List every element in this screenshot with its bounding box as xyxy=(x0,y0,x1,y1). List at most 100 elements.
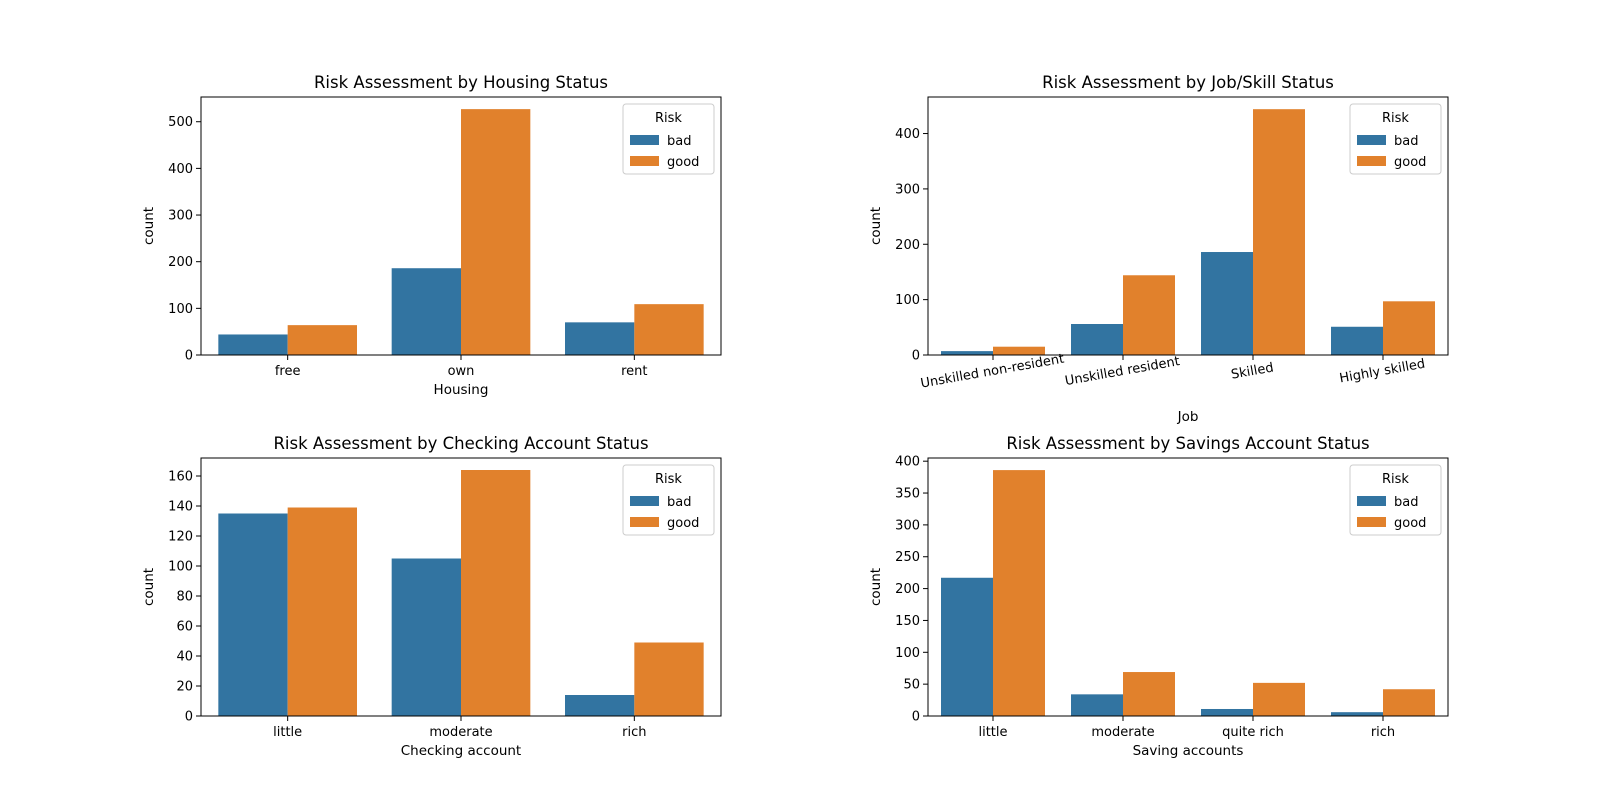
bar-bad-highly-skilled xyxy=(1331,326,1383,355)
legend: Risk bad good xyxy=(622,103,715,175)
x-tick-label: quite rich xyxy=(1222,725,1284,740)
legend-swatch-good xyxy=(630,517,659,527)
legend-title: Risk xyxy=(1382,472,1409,487)
y-tick-label: 100 xyxy=(168,302,193,317)
bar-good-unskilled-resident xyxy=(1123,275,1175,355)
bar-good-moderate xyxy=(461,470,531,716)
bar-bad-rich xyxy=(565,695,635,716)
legend-swatch-bad xyxy=(630,135,659,145)
bar-good-highly-skilled xyxy=(1383,301,1435,355)
axes-frame xyxy=(927,96,1449,356)
bar-bad-moderate xyxy=(1071,694,1123,716)
y-tick-label: 0 xyxy=(912,710,920,725)
bar-bad-own xyxy=(391,268,461,355)
legend: Risk bad good xyxy=(622,464,715,536)
bar-bad-unskilled-resident xyxy=(1071,324,1123,355)
x-tick-label: little xyxy=(273,725,302,740)
chart-panel-1: 0 100 200 300 400 500 free own rent Risk Assessme… xyxy=(141,73,722,398)
legend-label-bad: bad xyxy=(1394,495,1418,510)
x-tick-label: Unskilled non-resident xyxy=(919,352,1065,392)
y-axis-label: count xyxy=(141,568,157,606)
bar-bad-quite-rich xyxy=(1201,708,1253,716)
bar-bad-rent xyxy=(565,322,635,355)
y-tick-label: 400 xyxy=(168,162,193,177)
x-tick-label: Highly skilled xyxy=(1338,357,1426,387)
bar-good-unskilled-non-resident xyxy=(993,346,1045,355)
chart-panel-3: 0 20 40 60 80 100 120 140 160 little moderate rich R… xyxy=(141,434,722,759)
legend-swatch-bad xyxy=(1357,496,1386,506)
x-axis-label: Checking account xyxy=(401,743,521,759)
chart-title: Risk Assessment by Savings Account Statu… xyxy=(1006,434,1369,453)
chart-panel-2: 0 100 200 300 400 Unskilled non-residentUnski… xyxy=(868,73,1449,425)
y-tick-label: 60 xyxy=(176,620,193,635)
legend-title: Risk xyxy=(1382,111,1409,126)
bar-good-little xyxy=(993,470,1045,716)
bar-good-skilled xyxy=(1253,109,1305,356)
bar-good-free xyxy=(287,325,357,355)
legend-swatch-good xyxy=(1357,156,1386,166)
y-tick-label: 200 xyxy=(168,255,193,270)
bar-bad-rich xyxy=(1331,712,1383,716)
legend: Risk bad good xyxy=(1349,464,1442,536)
y-axis-label: count xyxy=(868,207,884,245)
legend-label-bad: bad xyxy=(1394,134,1418,149)
legend-label-good: good xyxy=(667,155,699,170)
y-tick-label: 100 xyxy=(895,293,920,308)
y-tick-label: 0 xyxy=(912,349,920,364)
bar-bad-moderate xyxy=(391,558,461,716)
x-tick-label: rich xyxy=(1371,725,1395,740)
y-tick-label: 500 xyxy=(168,115,193,130)
legend-swatch-good xyxy=(1357,517,1386,527)
legend-swatch-good xyxy=(630,156,659,166)
y-tick-label: 400 xyxy=(895,455,920,470)
y-tick-label: 20 xyxy=(176,680,193,695)
legend: Risk bad good xyxy=(1349,103,1442,175)
y-tick-label: 160 xyxy=(168,470,193,485)
y-tick-label: 400 xyxy=(895,127,920,142)
y-tick-label: 300 xyxy=(168,209,193,224)
chart-title: Risk Assessment by Checking Account Stat… xyxy=(273,434,648,453)
y-tick-label: 200 xyxy=(895,238,920,253)
legend-label-good: good xyxy=(1394,516,1426,531)
y-tick-label: 300 xyxy=(895,182,920,197)
legend-swatch-bad xyxy=(630,496,659,506)
bar-good-quite-rich xyxy=(1253,682,1305,716)
y-tick-label: 250 xyxy=(895,550,920,565)
x-tick-label: free xyxy=(275,364,301,379)
bar-bad-free xyxy=(218,334,288,355)
y-tick-label: 0 xyxy=(185,349,193,364)
legend-label-bad: bad xyxy=(667,495,691,510)
x-tick-label: moderate xyxy=(429,725,492,740)
bar-good-own xyxy=(461,109,531,355)
chart-title: Risk Assessment by Housing Status xyxy=(314,73,608,92)
axes-frame xyxy=(927,457,1449,717)
x-tick-label: rent xyxy=(621,364,647,379)
bar-good-rich xyxy=(634,642,704,716)
x-tick-label: Unskilled resident xyxy=(1064,354,1181,389)
bar-bad-little xyxy=(218,513,288,716)
x-axis-label: Saving accounts xyxy=(1133,743,1244,759)
bar-bad-skilled xyxy=(1201,252,1253,355)
x-tick-label: rich xyxy=(622,725,646,740)
legend-title: Risk xyxy=(655,111,682,126)
bar-good-little xyxy=(287,507,357,716)
bar-good-rich xyxy=(1383,689,1435,716)
y-tick-label: 50 xyxy=(903,678,920,693)
x-axis-label: Job xyxy=(1177,409,1199,425)
y-tick-label: 0 xyxy=(185,710,193,725)
y-axis-label: count xyxy=(141,207,157,245)
legend-label-good: good xyxy=(1394,155,1426,170)
x-tick-label: little xyxy=(978,725,1007,740)
y-tick-label: 300 xyxy=(895,518,920,533)
legend-label-bad: bad xyxy=(667,134,691,149)
legend-title: Risk xyxy=(655,472,682,487)
legend-label-good: good xyxy=(667,516,699,531)
y-tick-label: 80 xyxy=(176,590,193,605)
chart-panel-4: 0 50 100 150 200 250 300 350 400 little moderate qu… xyxy=(868,434,1449,759)
legend-swatch-bad xyxy=(1357,135,1386,145)
y-tick-label: 120 xyxy=(168,530,193,545)
x-tick-label: own xyxy=(448,364,475,379)
chart-title: Risk Assessment by Job/Skill Status xyxy=(1042,73,1334,92)
bar-good-moderate xyxy=(1123,672,1175,716)
